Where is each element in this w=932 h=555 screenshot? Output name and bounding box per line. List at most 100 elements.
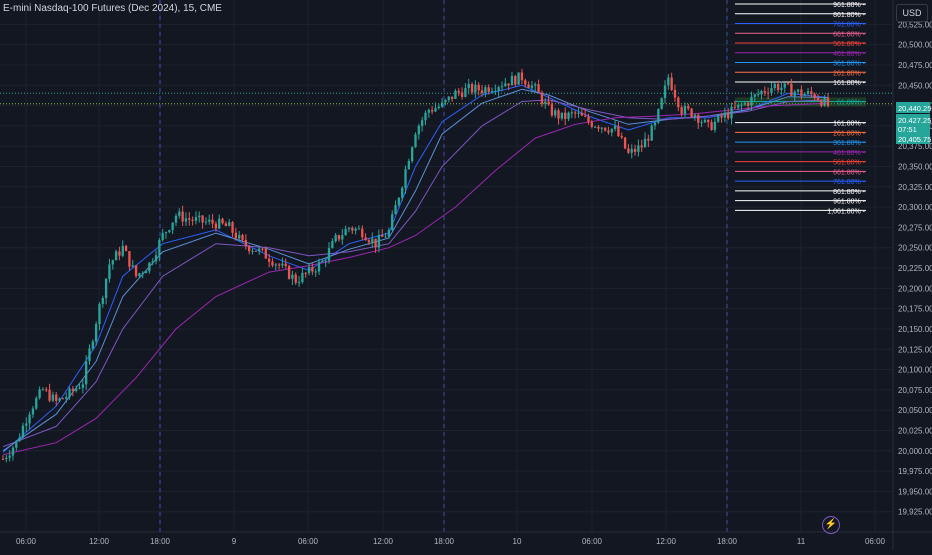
fib-level-label: 761.80% -: [833, 179, 866, 186]
candle-body: [537, 84, 540, 93]
candle-body: [810, 91, 813, 95]
candle-body: [494, 90, 497, 92]
price-label-box: [896, 133, 930, 144]
candle-body: [510, 76, 514, 86]
fib-level-label: 1,061.80% -: [827, 208, 865, 215]
candle-body: [257, 248, 261, 252]
x-axis[interactable]: 06:00 12:00 18:00 9 06:00 12:00 18:00 10 06:00 12…: [0, 531, 932, 546]
currency-button[interactable]: USD: [896, 4, 928, 22]
candle-body: [730, 106, 733, 119]
candle-body: [291, 274, 294, 279]
y-tick-label: 20,250.00: [898, 244, 932, 253]
candle-body: [337, 235, 341, 240]
candle-body: [321, 261, 324, 263]
candle-body: [181, 211, 184, 222]
candlesticks: [1, 68, 830, 463]
candle-body: [148, 262, 151, 272]
candle-body: [657, 108, 660, 123]
candle-body: [61, 398, 65, 400]
y-tick-label: 20,150.00: [898, 325, 932, 334]
candle-body: [48, 389, 51, 401]
x-tick-label: 9: [232, 537, 237, 546]
y-tick-label: 20,450.00: [898, 81, 932, 90]
candle-body: [800, 89, 803, 96]
session-separators: [159, 0, 728, 532]
candle-body: [238, 234, 241, 239]
candle-body: [118, 251, 121, 256]
candle-body: [700, 122, 703, 124]
candle-body: [297, 282, 301, 284]
candle-body: [301, 272, 304, 283]
y-tick-label: 20,500.00: [898, 41, 932, 50]
candle-body: [663, 85, 667, 99]
candle-body: [138, 273, 141, 277]
price-label-text: 07:51: [898, 125, 917, 134]
chart-title: E-mini Nasdaq-100 Futures (Dec 2024), 15…: [3, 3, 222, 14]
candle-body: [447, 96, 450, 100]
candle-body: [261, 248, 264, 250]
candle-body: [484, 87, 487, 94]
candle-body: [733, 106, 737, 108]
fib-level-label: 861.80% -: [833, 12, 866, 19]
candle-body: [514, 76, 517, 85]
fib-level-label: 161.80% -: [833, 121, 866, 128]
candle-body: [224, 223, 228, 227]
candle-body: [697, 114, 700, 123]
fib-level-label: 461.80% -: [833, 150, 866, 157]
candle-body: [480, 90, 484, 94]
y-tick-label: 20,325.00: [898, 183, 932, 192]
candle-body: [630, 149, 633, 153]
candle-body: [440, 102, 444, 107]
candle-body: [760, 91, 763, 95]
candle-body: [434, 108, 437, 112]
candle-body: [387, 229, 391, 237]
moving-average-line: [2, 99, 829, 448]
candle-body: [68, 388, 71, 397]
candle-body: [198, 215, 201, 218]
candle-body: [670, 77, 673, 90]
candle-body: [114, 251, 118, 261]
fib-level-label: 861.80% -: [833, 189, 866, 196]
fib-level-label: 661.80% -: [833, 169, 866, 176]
candle-body: [544, 101, 547, 104]
y-tick-label: 20,475.00: [898, 61, 932, 70]
y-tick-label: 20,525.00: [898, 20, 932, 29]
y-axis[interactable]: 20,525.00 20,500.00 20,475.00 20,450.00 20,4…: [892, 0, 932, 550]
candle-body: [560, 112, 564, 119]
candle-body: [228, 222, 231, 227]
candle-body: [790, 83, 793, 96]
candle-body: [154, 255, 158, 262]
candle-body: [524, 80, 527, 85]
candle-body: [201, 215, 204, 223]
candle-body: [274, 264, 277, 266]
candle-body: [554, 110, 557, 116]
candle-body: [184, 218, 188, 222]
candle-body: [740, 104, 743, 106]
candle-body: [194, 217, 198, 221]
candle-body: [593, 126, 597, 128]
candle-body: [35, 398, 38, 409]
candle-body: [38, 389, 41, 399]
candle-body: [780, 87, 783, 91]
candle-body: [21, 425, 25, 438]
fib-level-label: 561.80% -: [833, 41, 866, 48]
lightning-icon[interactable]: ⚡: [822, 516, 840, 534]
candle-body: [81, 384, 85, 388]
candle-body: [673, 89, 677, 98]
price-label-text: 20,405.75: [898, 135, 931, 144]
fib-level-label: 61.80% -: [837, 100, 866, 107]
fib-level-label: 961.80% -: [833, 2, 866, 9]
candle-body: [158, 239, 161, 256]
fib-level-label: 461.80% -: [833, 51, 866, 58]
candle-body: [507, 83, 510, 86]
y-tick-label: 19,975.00: [898, 467, 932, 476]
candle-body: [727, 112, 730, 119]
candle-body: [707, 119, 710, 123]
candle-body: [5, 457, 8, 460]
candle-body: [361, 228, 364, 238]
candle-body: [450, 96, 454, 99]
price-label-box: [896, 123, 930, 134]
candle-body: [211, 219, 214, 224]
